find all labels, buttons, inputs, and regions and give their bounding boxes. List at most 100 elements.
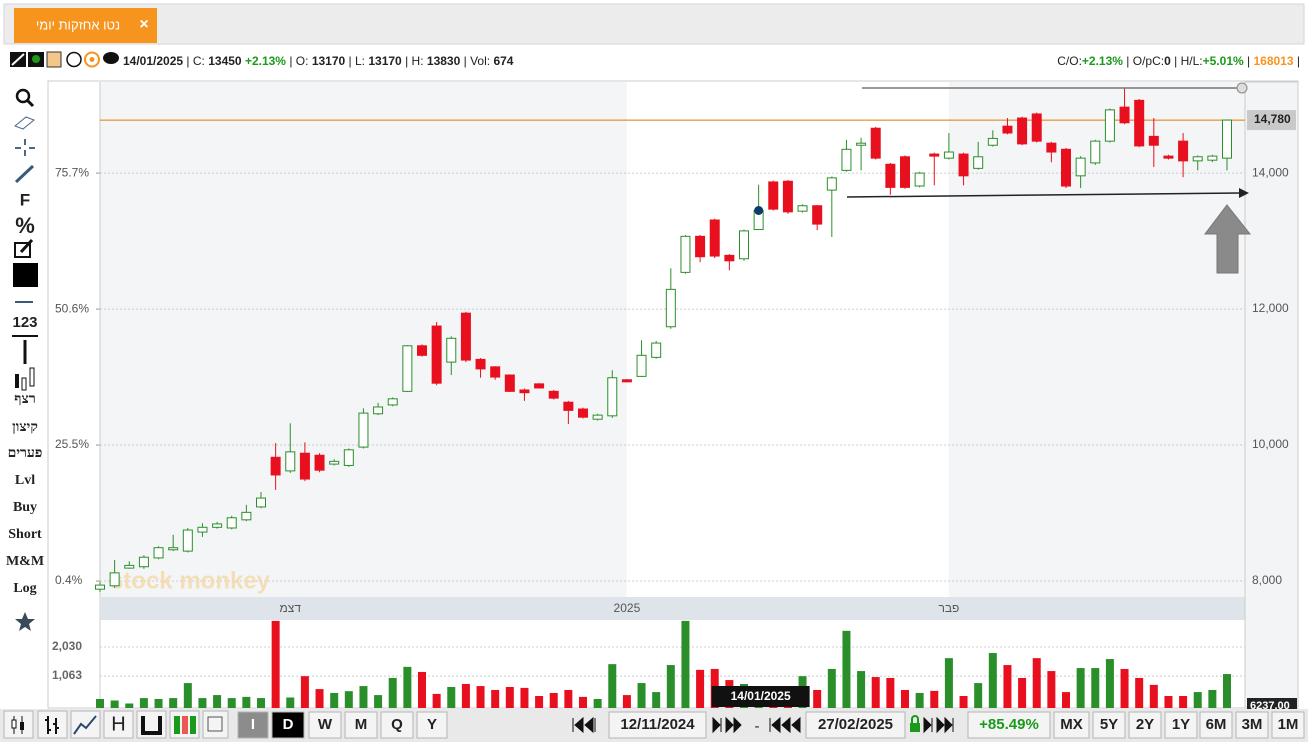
tool-short[interactable]: Short: [8, 527, 42, 542]
candle-body: [900, 156, 910, 188]
volume-bar: [1047, 671, 1056, 708]
info-line: 14/01/2025 | C: 13450 +2.13% | O: 13170 …: [123, 54, 514, 68]
volume-bar: [344, 691, 353, 708]
volume-bar: [242, 696, 251, 708]
candle-body: [109, 572, 120, 587]
current-price-box: [1247, 110, 1296, 131]
chart-type-buttons[interactable]: H: [3, 710, 229, 739]
period-button[interactable]: [380, 711, 414, 739]
from-date[interactable]: 12/11/2024: [620, 716, 695, 733]
range-button[interactable]: [1092, 711, 1126, 739]
tool-lvl[interactable]: Lvl: [15, 473, 35, 488]
volume-bar: [901, 689, 909, 708]
volume-bar: [1076, 668, 1085, 708]
period-button[interactable]: [308, 711, 342, 739]
to-date[interactable]: 27/02/2025: [818, 716, 893, 733]
tab-title: נטו אחזקות יומי: [36, 17, 120, 32]
period-button[interactable]: [416, 711, 448, 739]
volume-bar: [520, 687, 529, 708]
range-button[interactable]: [1235, 711, 1269, 739]
candle-body: [943, 151, 954, 159]
tool-log[interactable]: Log: [13, 581, 36, 596]
period-label[interactable]: M: [355, 716, 368, 733]
period-button[interactable]: [344, 711, 378, 739]
volume-bar: [579, 696, 587, 708]
range-button[interactable]: [1053, 711, 1090, 739]
candle-body: [680, 235, 691, 273]
range-label[interactable]: 5Y: [1100, 716, 1118, 733]
period-button[interactable]: [271, 711, 305, 739]
period-label[interactable]: Y: [427, 716, 437, 733]
range-button[interactable]: [1164, 711, 1198, 739]
drawings[interactable]: [846, 82, 1252, 274]
candle-body: [504, 374, 515, 392]
candle-body: [651, 342, 662, 358]
range-label[interactable]: 1Y: [1172, 716, 1190, 733]
candle-body: [607, 377, 618, 417]
volume-bar: [286, 697, 295, 708]
candle-body: [285, 451, 296, 472]
volume-bar: [1193, 692, 1202, 708]
candle-body: [856, 142, 867, 146]
range-label[interactable]: 3M: [1242, 716, 1263, 733]
tool-gaps[interactable]: פערים: [8, 446, 43, 461]
candle-body: [709, 219, 720, 257]
volume-bar: [1149, 684, 1158, 708]
date-nav[interactable]: [572, 711, 1051, 739]
volume-cursor-box: [1247, 698, 1297, 710]
range-label[interactable]: 2Y: [1136, 716, 1154, 733]
volume-bar: [1062, 692, 1070, 708]
tool-percent[interactable]: %: [15, 213, 35, 238]
tool-buy[interactable]: Buy: [13, 500, 37, 515]
volume-bar: [388, 677, 397, 708]
candle-body: [1104, 109, 1115, 142]
range-label[interactable]: MX: [1060, 716, 1083, 733]
volume-bar: [1208, 689, 1217, 708]
candle-body: [358, 412, 369, 448]
candle-body: [782, 180, 793, 213]
candle-body: [636, 354, 647, 377]
volume-tick-label: 1,063: [52, 668, 82, 682]
tab-close[interactable]: ×: [139, 16, 148, 33]
candle-body: [1119, 106, 1130, 124]
tool-fib[interactable]: F: [20, 190, 30, 209]
candle-body: [519, 389, 530, 394]
range-button[interactable]: [1271, 711, 1305, 739]
tool-numbers[interactable]: 123: [12, 314, 37, 331]
volume-bar: [1135, 677, 1144, 708]
current-price-label: 14,780: [1254, 112, 1291, 126]
range-button[interactable]: [1199, 711, 1233, 739]
volume-bar: [418, 671, 426, 708]
volume-bar: [886, 677, 895, 708]
left-toolbar[interactable]: F % 123 רצף קיצון פערים Lvl Buy Short M&…: [6, 88, 44, 631]
x-tick-label: 2025: [614, 601, 641, 615]
period-label[interactable]: Q: [391, 716, 403, 733]
range-button[interactable]: [1128, 711, 1162, 739]
tool-mm[interactable]: M&M: [6, 554, 44, 569]
candle-body: [870, 127, 881, 159]
period-label[interactable]: I: [251, 716, 255, 733]
candle-body: [446, 337, 457, 363]
period-label[interactable]: W: [318, 716, 333, 733]
volume-bar: [461, 683, 470, 708]
volume-bar: [1105, 659, 1114, 708]
chart-type-h[interactable]: H: [111, 713, 125, 735]
period-button[interactable]: [237, 711, 269, 739]
volume-bar: [300, 676, 309, 708]
tool-sequence[interactable]: רצף: [14, 392, 35, 407]
tool-extreme[interactable]: קיצון: [12, 420, 38, 435]
tab[interactable]: [14, 8, 157, 43]
candle-body: [402, 345, 413, 392]
cursor-dot: [754, 205, 764, 215]
volume-bar: [213, 695, 222, 708]
volume-cursor-label: 6237.00: [1250, 700, 1290, 712]
candle-body: [739, 230, 749, 260]
candle-body: [95, 584, 105, 590]
range-label[interactable]: 6M: [1206, 716, 1227, 733]
range-label[interactable]: 1M: [1278, 716, 1299, 733]
candle-body: [885, 163, 896, 188]
candle-body: [1207, 155, 1218, 161]
period-label[interactable]: D: [283, 716, 294, 733]
candle-body: [578, 408, 588, 418]
volume-tick-label: 2,030: [52, 639, 82, 653]
